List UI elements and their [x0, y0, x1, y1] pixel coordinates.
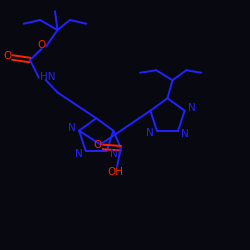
Text: O: O — [4, 51, 12, 61]
Text: OH: OH — [108, 167, 124, 177]
Text: HN: HN — [40, 72, 56, 83]
Text: O: O — [94, 140, 102, 150]
Text: N: N — [110, 149, 118, 159]
Text: O: O — [38, 40, 46, 50]
Text: N: N — [68, 123, 76, 133]
Text: N: N — [146, 128, 154, 138]
Text: N: N — [181, 129, 189, 139]
Text: N: N — [75, 149, 82, 159]
Text: N: N — [188, 103, 196, 113]
